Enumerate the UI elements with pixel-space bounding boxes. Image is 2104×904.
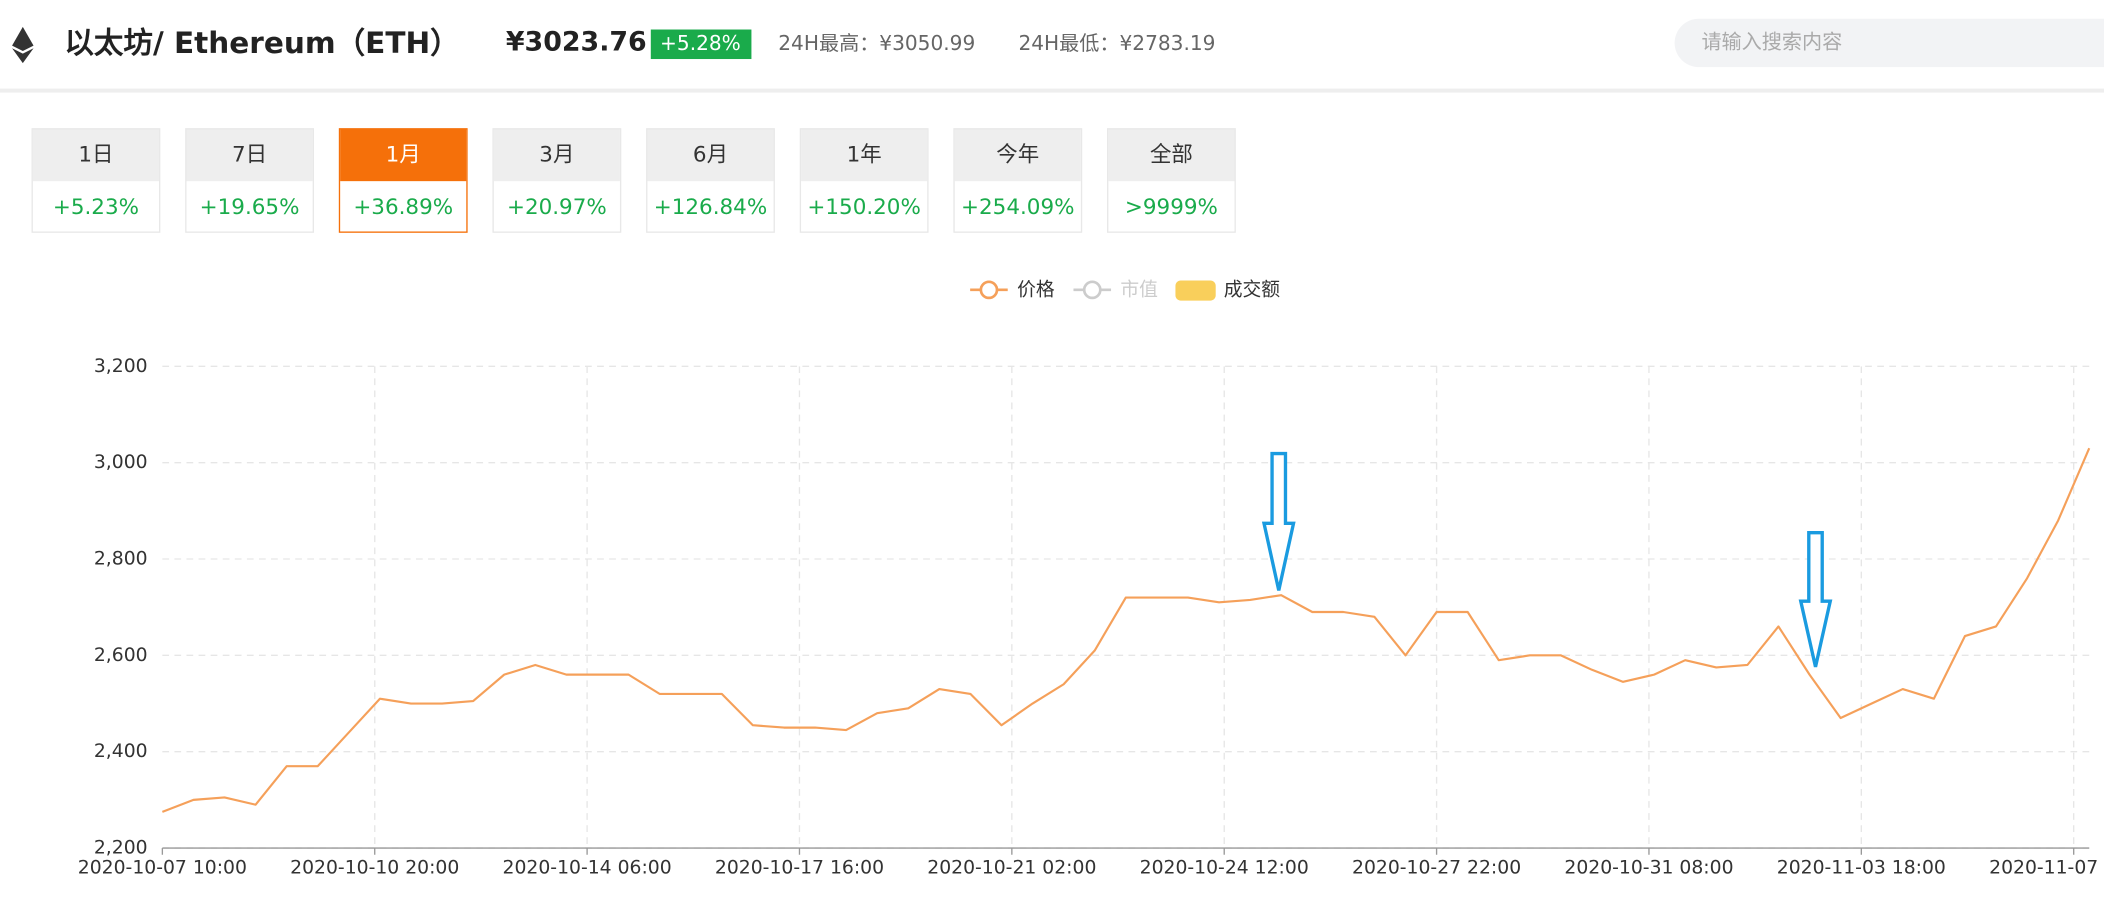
tab-head — [186, 129, 313, 182]
tab-change: >9999% — [1125, 195, 1218, 220]
range-tab[interactable]: 7日 +19.65% — [185, 128, 314, 233]
legend-marker — [1082, 280, 1102, 300]
tab-head — [954, 129, 1081, 182]
x-tick-label: 2020-11-03 18:00 — [1777, 858, 1946, 879]
tab-change: +5.23% — [53, 195, 139, 220]
y-tick-label: 2,800 — [94, 549, 148, 570]
legend-label[interactable]: 市值 — [1120, 278, 1158, 300]
y-tick-label: 2,400 — [94, 741, 148, 762]
low: 24H最低：¥2783.19 — [1018, 31, 1215, 55]
change: +5.28% — [660, 31, 741, 55]
tab-change: +254.09% — [961, 195, 1074, 220]
tab-label: 今年 — [996, 143, 1039, 168]
legend-label[interactable]: 价格 — [1017, 278, 1055, 300]
tab-label: 7日 — [232, 143, 267, 168]
y-tick-label: 2,600 — [94, 645, 148, 666]
y-tick-label: 2,200 — [94, 838, 148, 859]
range-tab[interactable]: 6月 +126.84% — [646, 128, 775, 233]
search-box[interactable] — [1674, 18, 2104, 68]
legend-label[interactable]: 成交额 — [1224, 278, 1281, 300]
y-tick-label: 3,000 — [94, 452, 148, 473]
tab-head — [493, 129, 620, 182]
tab-label: 6月 — [693, 143, 728, 168]
x-tick-label: 2020-10-14 06:00 — [503, 858, 672, 879]
price-line — [161, 447, 2091, 813]
high: 24H最高：¥3050.99 — [778, 31, 975, 55]
tab-label: 1年 — [847, 143, 882, 168]
tab-label: 1月 — [386, 143, 421, 168]
x-tick-label: 2020-10-10 20:00 — [290, 858, 459, 879]
header-shadow — [0, 88, 2104, 93]
x-tick-label: 2020-10-31 08:00 — [1564, 858, 1733, 879]
chart: 2,200 2,400 2,600 2,800 3,000 3,200 2020-10-07… — [78, 356, 2104, 879]
range-tab[interactable]: 3月 +20.97% — [492, 128, 622, 233]
tab-head — [801, 129, 928, 182]
coin-title: 以太坊/ Ethereum（ETH） — [64, 26, 459, 60]
tab-change: +36.89% — [353, 195, 453, 220]
eth-icon — [12, 26, 34, 64]
tab-label: 3月 — [539, 143, 574, 168]
tab-change: +126.84% — [654, 195, 767, 220]
x-tick-label: 2020-10-21 02:00 — [927, 858, 1096, 879]
x-tick-label: 2020-10-17 16:00 — [715, 858, 884, 879]
annotation-arrow — [1261, 451, 1833, 668]
tab-change: +20.97% — [507, 195, 607, 220]
range-tab[interactable]: 全部 >9999% — [1107, 128, 1236, 233]
search-placeholder: 请输入搜索内容 — [1701, 29, 1842, 53]
x-tick-label: 2020-11-07 04:00 — [1989, 858, 2104, 879]
legend: 价格 市值 成交额 — [970, 278, 1281, 301]
tab-change: +150.20% — [807, 195, 920, 220]
legend-swatch — [1175, 280, 1216, 301]
range-tab[interactable]: 1日 +5.23% — [31, 128, 161, 233]
x-tick-label: 2020-10-27 22:00 — [1352, 858, 1521, 879]
price: ¥3023.76 — [506, 26, 647, 57]
y-tick-label: 3,200 — [94, 356, 148, 377]
x-tick-label: 2020-10-07 10:00 — [78, 858, 247, 879]
range-tab[interactable]: 1月 +36.89% — [338, 128, 468, 233]
tab-change: +19.65% — [200, 195, 300, 220]
tab-label: 全部 — [1150, 143, 1193, 168]
tab-label: 1日 — [78, 143, 113, 168]
tab-head — [32, 129, 160, 182]
x-tick-label: 2020-10-24 12:00 — [1140, 858, 1309, 879]
tab-head — [647, 129, 774, 182]
legend-marker — [979, 280, 999, 300]
change-badge — [650, 29, 752, 60]
range-tab[interactable]: 今年 +254.09% — [953, 128, 1083, 233]
tab-head — [1108, 129, 1235, 182]
tab-head — [340, 129, 467, 182]
range-tab[interactable]: 1年 +150.20% — [799, 128, 929, 233]
